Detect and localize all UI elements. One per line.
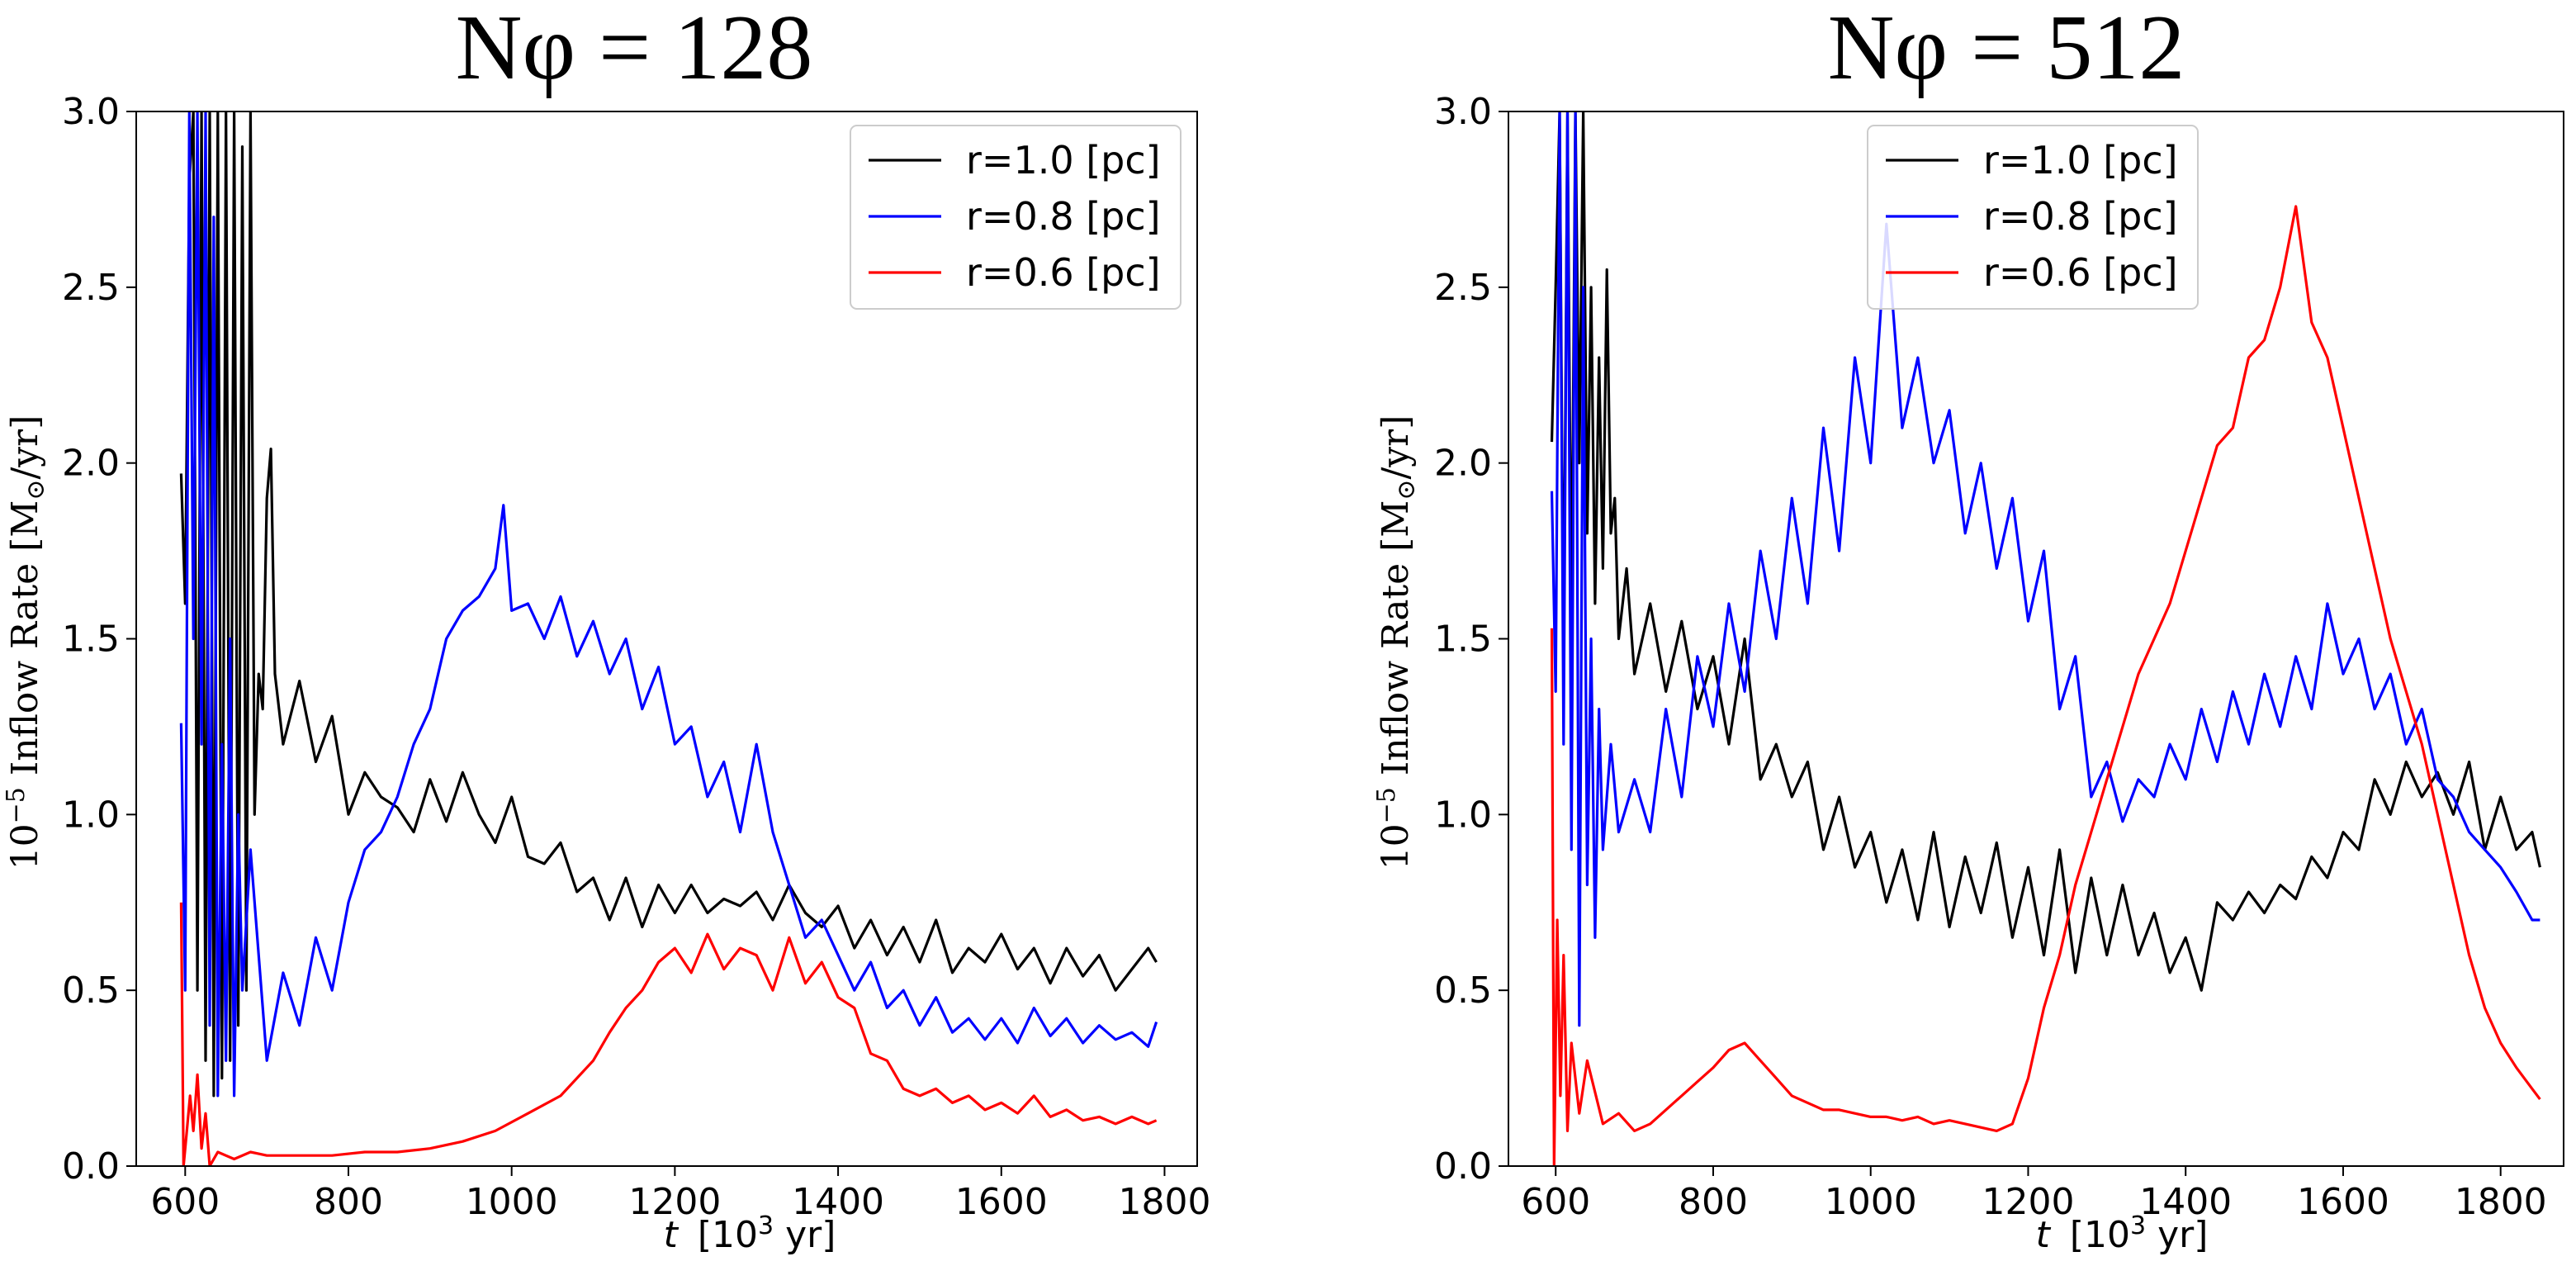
ticks: 600 800 1000 1200 1400 1600 1800 0.0 0.5 1.0 1.5 2.…: [1434, 91, 2547, 1223]
legend-box: [850, 125, 1181, 310]
chart-panel-right: Nφ = 512 10−5 Inflow Rate [M⊙/yr] t [103 …: [1372, 0, 2564, 1256]
y-tick-label: 2.5: [1434, 267, 1492, 309]
y-tick-label: 3.0: [1434, 91, 1492, 133]
series-line-r-0-8-pc-: [1550, 111, 2540, 1027]
y-tick-label: 2.5: [62, 267, 120, 309]
series-line-r-1-0-pc-: [179, 111, 1158, 1098]
x-tick-label: 800: [1679, 1181, 1748, 1223]
legend-label: r=0.6 [pc]: [1983, 250, 2178, 295]
chart-panel-left: Nφ = 128 10−5 Inflow Rate [M⊙/yr] t [103 …: [2, 0, 1210, 1256]
y-tick-label: 2.0: [62, 443, 120, 485]
x-tick-label: 1200: [1982, 1181, 2074, 1223]
x-tick-label: 1600: [955, 1181, 1048, 1223]
y-tick-label: 0.0: [62, 1145, 120, 1188]
series-line-r-0-8-pc-: [179, 111, 1158, 1098]
x-tick-label: 600: [150, 1181, 220, 1223]
y-tick-label: 0.5: [62, 970, 120, 1012]
x-tick-label: 1000: [466, 1181, 558, 1223]
y-axis-label: 10−5 Inflow Rate [M⊙/yr]: [1372, 415, 1421, 870]
x-axis-label: t [103 yr]: [2036, 1211, 2209, 1256]
x-tick-label: 1400: [2139, 1181, 2232, 1223]
legend-label: r=0.6 [pc]: [966, 250, 1161, 295]
y-tick-label: 0.0: [1434, 1145, 1492, 1188]
x-tick-label: 1800: [1118, 1181, 1210, 1223]
ticks: 600 800 1000 1200 1400 1600 1800 0.0 0.5 1.0 1.5 2.…: [62, 91, 1210, 1223]
legend-label: r=0.8 [pc]: [1983, 194, 2178, 239]
x-tick-label: 1400: [792, 1181, 884, 1223]
svg-text:10−5 Inflow Rate [M⊙/yr]: 10−5 Inflow Rate [M⊙/yr]: [1372, 415, 1421, 870]
legend-box: [1867, 125, 2199, 310]
legend: r=1.0 [pc] r=0.8 [pc] r=0.6 [pc]: [850, 125, 1181, 310]
y-tick-label: 1.0: [1434, 794, 1492, 836]
legend-label: r=1.0 [pc]: [966, 138, 1161, 183]
x-tick-label: 1800: [2455, 1181, 2547, 1223]
y-tick-label: 2.0: [1434, 443, 1492, 485]
series-line-r-0-6-pc-: [179, 902, 1158, 1166]
y-tick-label: 1.5: [62, 619, 120, 661]
y-tick-label: 1.5: [1434, 619, 1492, 661]
svg-text:t[103 yr]: t [103 yr]: [2036, 1211, 2209, 1256]
svg-text:10−5 Inflow Rate [M⊙/yr]: 10−5 Inflow Rate [M⊙/yr]: [2, 415, 50, 870]
svg-text:t[103 yr]: t [103 yr]: [664, 1211, 836, 1256]
series-line-r-0-6-pc-: [1550, 205, 2541, 1166]
legend-label: r=1.0 [pc]: [1983, 138, 2178, 183]
series-line-r-1-0-pc-: [1550, 111, 2541, 992]
y-tick-label: 0.5: [1434, 970, 1492, 1012]
x-tick-label: 800: [314, 1181, 383, 1223]
x-tick-label: 600: [1521, 1181, 1590, 1223]
chart-title: Nφ = 512: [1828, 0, 2185, 99]
plot-lines: [1550, 111, 2541, 1166]
legend-label: r=0.8 [pc]: [966, 194, 1161, 239]
chart-title: Nφ = 128: [456, 0, 813, 99]
y-axis-label: 10−5 Inflow Rate [M⊙/yr]: [2, 415, 50, 870]
x-axis-label: t [103 yr]: [664, 1211, 836, 1256]
y-tick-label: 1.0: [62, 794, 120, 836]
y-tick-label: 3.0: [62, 91, 120, 133]
legend: r=1.0 [pc] r=0.8 [pc] r=0.6 [pc]: [1867, 125, 2199, 310]
x-tick-label: 1000: [1825, 1181, 1917, 1223]
x-tick-label: 1600: [2297, 1181, 2389, 1223]
x-tick-label: 1200: [628, 1181, 721, 1223]
plot-lines: [179, 111, 1158, 1166]
